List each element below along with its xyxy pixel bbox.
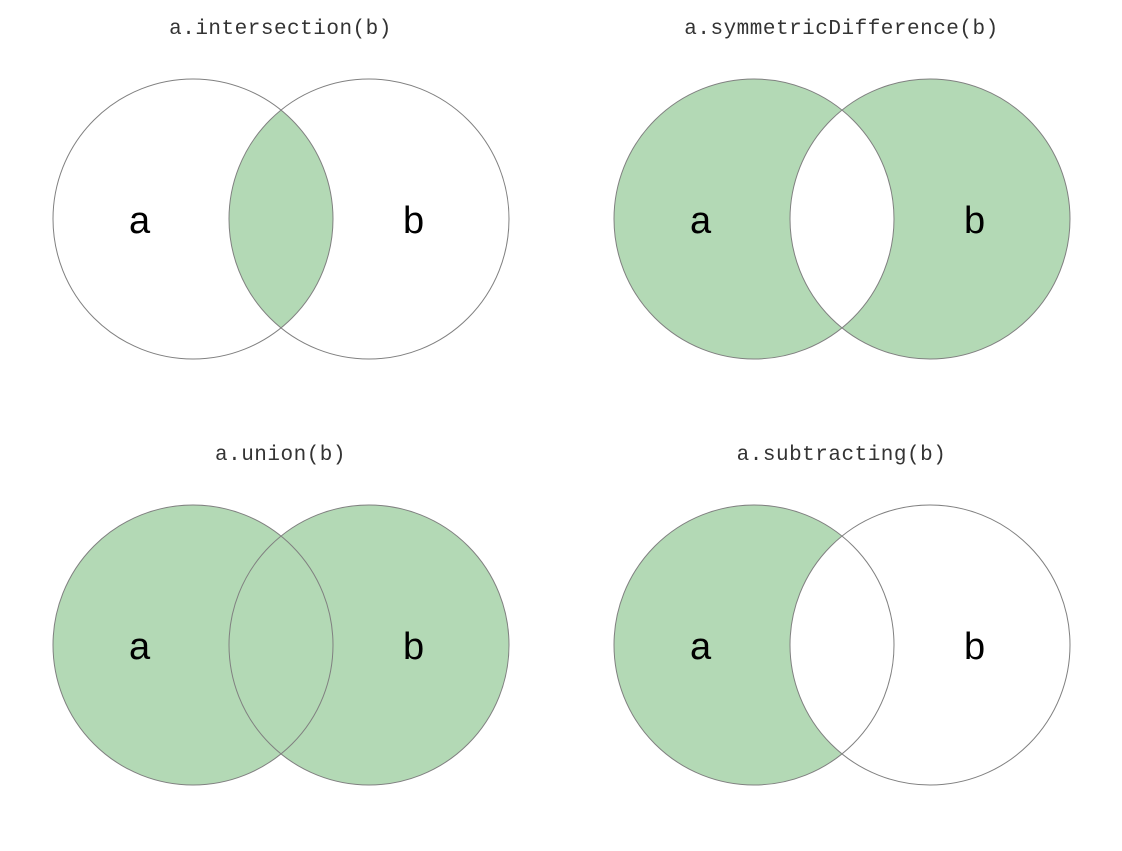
panel-intersection: a.intersection(b) a b: [0, 0, 561, 426]
panel-title: a.union(b): [215, 444, 346, 467]
label-a: a: [690, 626, 712, 668]
panel-title: a.intersection(b): [169, 18, 392, 41]
panel-subtracting: a.subtracting(b) a b: [561, 426, 1122, 851]
label-a: a: [129, 626, 151, 668]
label-a: a: [690, 200, 712, 242]
label-b: b: [403, 200, 424, 242]
panel-symmetric-difference: a.symmetricDifference(b) a: [561, 0, 1122, 426]
label-b: b: [964, 200, 985, 242]
venn-union: a b: [51, 475, 511, 815]
label-a: a: [129, 200, 151, 242]
venn-intersection: a b: [51, 49, 511, 389]
panel-title: a.subtracting(b): [737, 444, 947, 467]
venn-subtracting: a b: [612, 475, 1072, 815]
label-b: b: [403, 626, 424, 668]
venn-symmetric-difference: a b: [612, 49, 1072, 389]
diagram-grid: a.intersection(b) a b a.symmetricDiffere…: [0, 0, 1122, 851]
panel-title: a.symmetricDifference(b): [684, 18, 998, 41]
label-b: b: [964, 626, 985, 668]
panel-union: a.union(b) a b: [0, 426, 561, 851]
